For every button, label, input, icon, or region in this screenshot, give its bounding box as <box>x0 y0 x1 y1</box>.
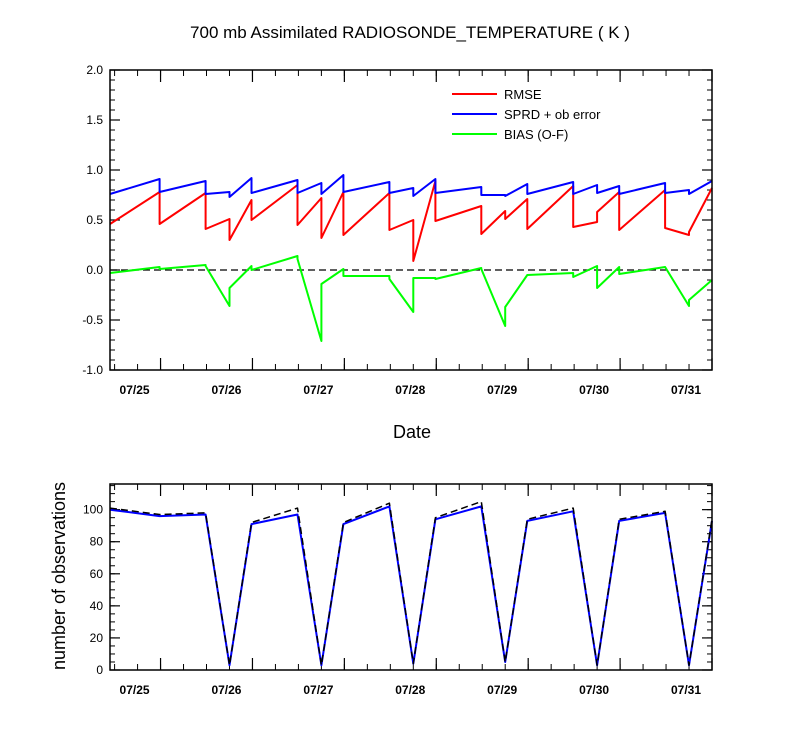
x-tick-label: 07/25 <box>120 383 150 397</box>
x-tick-label: 07/26 <box>211 683 241 697</box>
y-axis-label-bottom: number of observations <box>49 482 69 670</box>
y-tick-label: 2.0 <box>86 63 103 77</box>
y-tick-label: 20 <box>90 631 104 645</box>
top-panel: -1.0 -0.5 0.0 0.5 1.0 1.5 2.0 07/25 07/26 07/27 07… <box>82 63 713 397</box>
x-tick-label: 07/29 <box>487 683 517 697</box>
plot-frame <box>109 69 713 371</box>
legend-label-bias-o-f: BIAS (O-F) <box>504 127 568 142</box>
x-tick-label: 07/31 <box>671 683 701 697</box>
series-line-bias-o-f <box>109 255 713 342</box>
y-tick-label: -1.0 <box>82 363 103 377</box>
y-tick-label: 0.5 <box>86 213 103 227</box>
y-tick-label: 60 <box>90 567 104 581</box>
x-tick-label: 07/30 <box>579 683 609 697</box>
legend: RMSE SPRD + ob error BIAS (O-F) <box>452 87 601 142</box>
y-tick-label: 1.5 <box>86 113 103 127</box>
chart-title: 700 mb Assimilated RADIOSONDE_TEMPERATUR… <box>190 23 630 42</box>
x-axis-label: Date <box>393 422 431 442</box>
x-tick-label: 07/31 <box>671 383 701 397</box>
x-tick-label: 07/29 <box>487 383 517 397</box>
x-tick-label: 07/27 <box>303 683 333 697</box>
y-tick-label: 40 <box>90 599 104 613</box>
bottom-panel: 0 20 40 60 80 100 07/25 07/26 07/27 07/28 07/29 07/… <box>83 483 713 697</box>
legend-label-rmse: RMSE <box>504 87 542 102</box>
y-tick-label: 80 <box>90 535 104 549</box>
y-tick-label: 100 <box>83 503 103 517</box>
y-tick-label: 0.0 <box>86 263 103 277</box>
series-line-used <box>109 505 713 667</box>
x-tick-label: 07/27 <box>303 383 333 397</box>
x-tick-label: 07/28 <box>395 683 425 697</box>
series-line-possible <box>109 500 713 666</box>
x-tick-label: 07/26 <box>211 383 241 397</box>
y-tick-label: 1.0 <box>86 163 103 177</box>
legend-label-sprd-ob-error: SPRD + ob error <box>504 107 601 122</box>
plot-frame <box>109 483 713 671</box>
x-tick-label: 07/25 <box>120 683 150 697</box>
y-tick-label: 0 <box>96 663 103 677</box>
y-tick-label: -0.5 <box>82 313 103 327</box>
series-line-sprd-ob-error <box>109 174 713 198</box>
x-tick-label: 07/28 <box>395 383 425 397</box>
x-tick-label: 07/30 <box>579 383 609 397</box>
series-line-rmse <box>109 180 713 262</box>
